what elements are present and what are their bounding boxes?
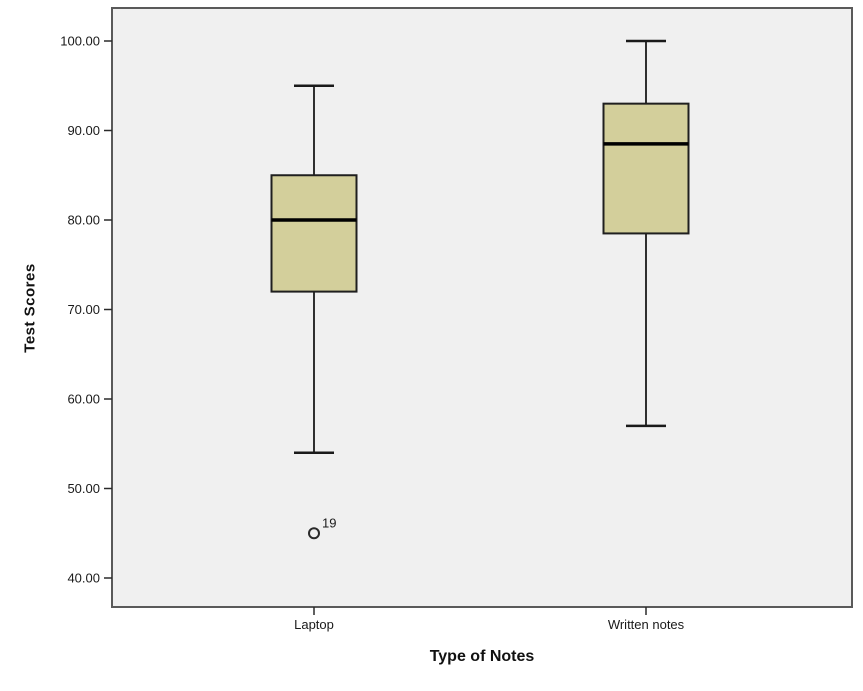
y-tick-label: 60.00 xyxy=(67,392,100,407)
x-axis-title: Type of Notes xyxy=(429,648,535,665)
x-tick-label: Laptop xyxy=(294,617,334,632)
plot-panel xyxy=(111,7,853,608)
y-tick-label: 80.00 xyxy=(67,213,100,228)
box-iqr xyxy=(270,174,358,293)
y-tick-label: 90.00 xyxy=(67,123,100,138)
y-tick-label: 40.00 xyxy=(67,571,100,586)
x-tick-label: Written notes xyxy=(608,617,685,632)
outlier-case-label: 19 xyxy=(322,515,336,530)
y-tick-label: 100.00 xyxy=(60,34,100,49)
outlier-point xyxy=(308,527,320,540)
y-tick-label: 50.00 xyxy=(67,481,100,496)
y-axis-title: Test Scores xyxy=(21,263,39,353)
box-iqr xyxy=(602,102,690,235)
y-tick-label: 70.00 xyxy=(67,302,100,317)
